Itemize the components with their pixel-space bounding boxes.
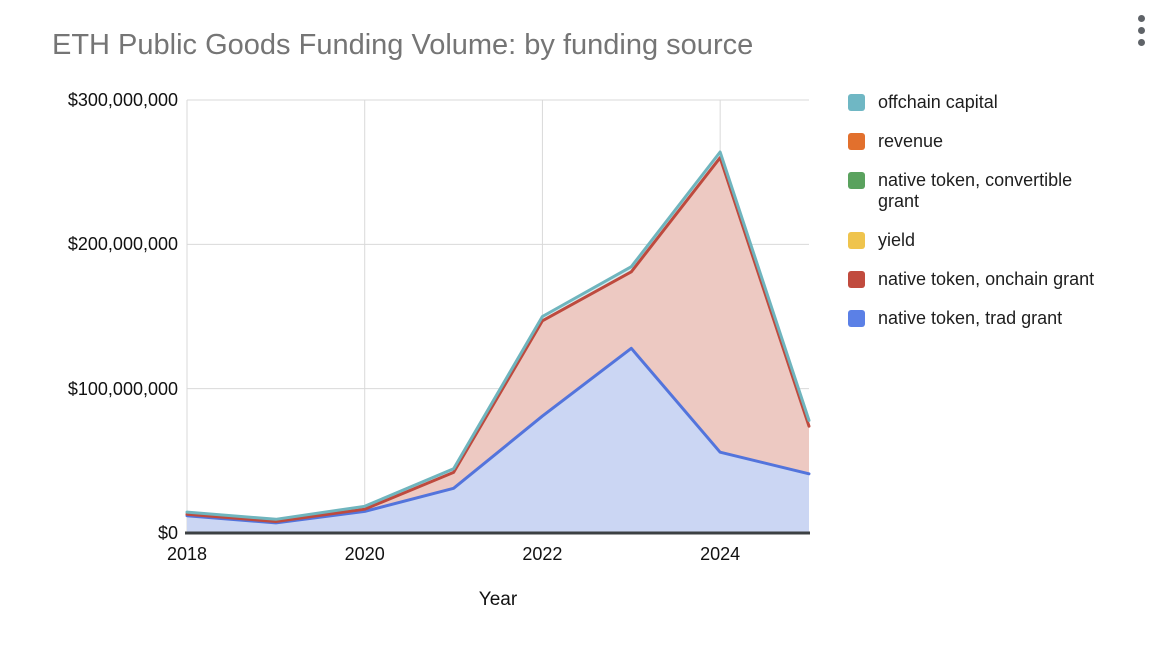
legend-item-native-token-trad-grant: native token, trad grant bbox=[848, 308, 1148, 329]
y-tick-label-100-000-000: $100,000,000 bbox=[67, 378, 178, 399]
legend-swatch-offchain-capital bbox=[848, 94, 865, 111]
legend-swatch-yield bbox=[848, 232, 865, 249]
y-tick-label-300-000-000: $300,000,000 bbox=[67, 90, 178, 110]
chart-title: ETH Public Goods Funding Volume: by fund… bbox=[52, 29, 754, 61]
area-native-token-trad-grant bbox=[187, 348, 809, 533]
legend-label: native token, onchain grant bbox=[878, 269, 1095, 289]
legend-label: native token, convertible grant bbox=[878, 170, 1073, 211]
legend-swatch-revenue bbox=[848, 133, 865, 150]
legend-label: offchain capital bbox=[878, 92, 998, 112]
kebab-menu-button[interactable] bbox=[1128, 8, 1154, 52]
legend-swatch-native-token-trad-grant bbox=[848, 310, 865, 327]
kebab-dot bbox=[1137, 38, 1145, 46]
legend-item-native-token-convertible-grant: native token, convertible grant bbox=[848, 170, 1148, 212]
line-native-token-trad-grant bbox=[185, 346, 811, 525]
x-tick-label-2020: 2020 bbox=[344, 544, 385, 564]
legend-item-revenue: revenue bbox=[848, 131, 1148, 152]
legend-item-offchain-capital: offchain capital bbox=[848, 92, 1148, 113]
x-tick-label-2018: 2018 bbox=[166, 544, 208, 564]
legend-label: native token, trad grant bbox=[878, 308, 1063, 328]
legend-swatch-native-token-onchain-grant bbox=[848, 271, 865, 288]
x-tick-label-2024: 2024 bbox=[700, 544, 741, 564]
legend-label: revenue bbox=[878, 131, 944, 151]
x-axis-title: Year bbox=[478, 589, 518, 610]
legend-swatch-native-token-convertible-grant bbox=[848, 172, 865, 189]
x-tick-label-2022: 2022 bbox=[522, 544, 563, 564]
legend-item-yield: yield bbox=[848, 230, 1148, 251]
area-native-token-onchain-grant bbox=[187, 157, 809, 523]
legend-item-native-token-onchain-grant: native token, onchain grant bbox=[848, 269, 1148, 290]
kebab-dot bbox=[1137, 26, 1145, 34]
legend: offchain capital revenue native token, con… bbox=[848, 92, 1148, 329]
kebab-dot bbox=[1137, 14, 1145, 22]
line-native-token-onchain-grant bbox=[185, 156, 811, 523]
line-offchain-capital bbox=[185, 150, 811, 521]
legend-label: yield bbox=[878, 230, 916, 250]
y-tick-label-200-000-000: $200,000,000 bbox=[67, 234, 178, 255]
y-tick-label-0: $0 bbox=[157, 523, 178, 543]
